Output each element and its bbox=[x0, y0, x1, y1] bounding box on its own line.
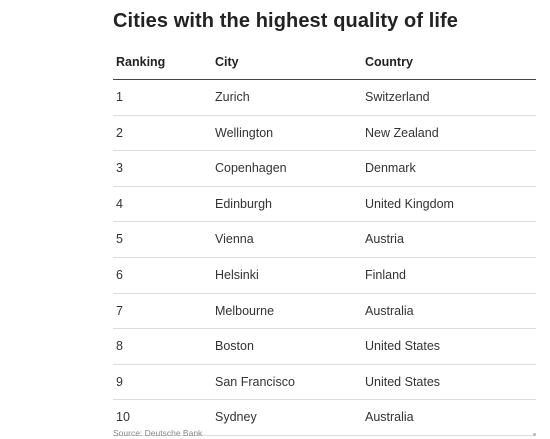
table-row: 6 Helsinki Finland bbox=[113, 258, 536, 294]
cell-city: San Francisco bbox=[215, 374, 295, 389]
cell-ranking: 1 bbox=[116, 90, 123, 104]
corner-dot-mark bbox=[533, 433, 536, 436]
cell-ranking: 7 bbox=[116, 303, 123, 318]
cell-city: Melbourne bbox=[215, 303, 275, 318]
cell-country: Denmark bbox=[365, 161, 416, 176]
table-row: 8 Boston United States bbox=[113, 329, 536, 365]
table-row: 10 Sydney Australia bbox=[113, 400, 536, 436]
table-header-row: Ranking City Country bbox=[113, 45, 536, 80]
cell-city: Zurich bbox=[215, 90, 250, 104]
column-header-ranking: Ranking bbox=[116, 55, 166, 69]
table-row: 9 San Francisco United States bbox=[113, 365, 536, 401]
cell-ranking: 4 bbox=[116, 196, 123, 211]
cell-country: Switzerland bbox=[365, 90, 430, 104]
cell-ranking: 5 bbox=[116, 232, 123, 247]
table-row: 5 Vienna Austria bbox=[113, 222, 536, 258]
ranking-table: Ranking City Country 1 Zurich Switzerland 2… bbox=[113, 45, 536, 436]
table-row: 2 Wellington New Zealand bbox=[113, 116, 536, 152]
cell-country: Australia bbox=[365, 303, 414, 318]
cell-city: Copenhagen bbox=[215, 161, 287, 176]
column-header-city: City bbox=[215, 55, 239, 69]
cell-ranking: 9 bbox=[116, 374, 123, 389]
table-body: 1 Zurich Switzerland 2 Wellington New Zealand… bbox=[113, 80, 536, 436]
cell-city: Boston bbox=[215, 339, 254, 354]
cell-ranking: 6 bbox=[116, 267, 123, 282]
source-note: Source: Deutsche Bank bbox=[113, 428, 203, 438]
cell-city: Vienna bbox=[215, 232, 254, 247]
table-row: 4 Edinburgh United Kingdom bbox=[113, 187, 536, 223]
cell-ranking: 10 bbox=[116, 410, 130, 425]
cell-city: Edinburgh bbox=[215, 196, 272, 211]
cell-city: Wellington bbox=[215, 125, 274, 140]
cell-country: United States bbox=[365, 339, 441, 354]
cell-country: Austria bbox=[365, 232, 404, 247]
cell-country: Australia bbox=[365, 410, 414, 425]
cell-ranking: 2 bbox=[116, 125, 123, 140]
cell-country: United Kingdom bbox=[365, 196, 454, 211]
cell-ranking: 8 bbox=[116, 339, 123, 354]
column-header-country: Country bbox=[365, 55, 413, 69]
chart-title: Cities with the highest quality of life bbox=[113, 10, 459, 32]
cell-ranking: 3 bbox=[116, 161, 123, 176]
cell-country: Finland bbox=[365, 267, 406, 282]
cell-country: United States bbox=[365, 374, 441, 389]
cell-city: Sydney bbox=[215, 410, 257, 425]
cell-country: New Zealand bbox=[365, 125, 439, 140]
table-row: 7 Melbourne Australia bbox=[113, 294, 536, 330]
cell-city: Helsinki bbox=[215, 267, 259, 282]
table-row: 3 Copenhagen Denmark bbox=[113, 151, 536, 187]
table-row: 1 Zurich Switzerland bbox=[113, 80, 536, 116]
